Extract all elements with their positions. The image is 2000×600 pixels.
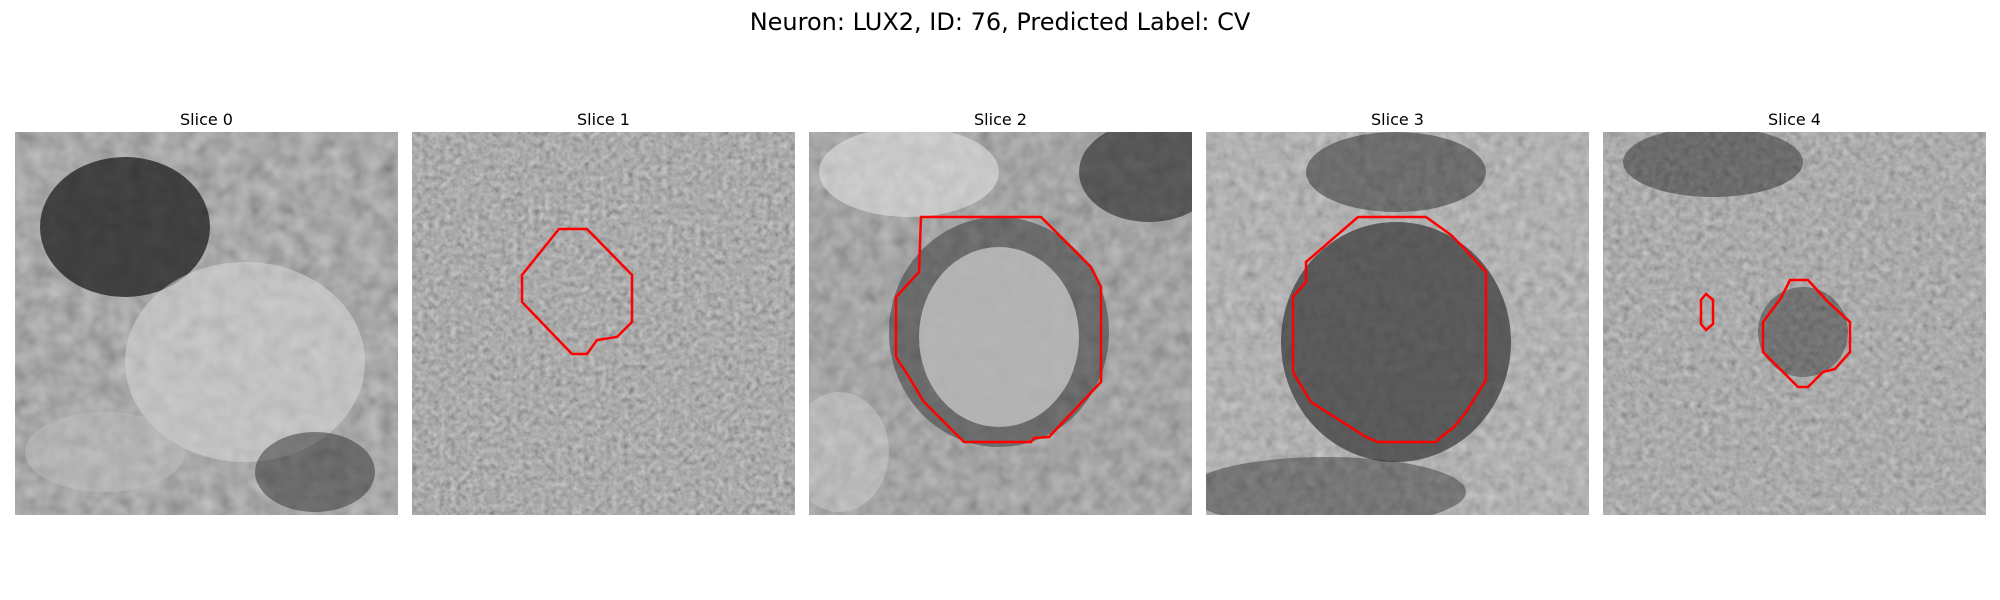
- slice-image-1: [412, 132, 795, 515]
- slice-title-0: Slice 0: [180, 110, 233, 129]
- contour-3: [1291, 215, 1488, 444]
- slice-panel-0: Slice 0: [15, 108, 398, 515]
- slice-panel-1: Slice 1: [412, 108, 795, 515]
- slice-image-4: [1603, 132, 1986, 515]
- contour-1: [520, 227, 634, 356]
- figure-title: Neuron: LUX2, ID: 76, Predicted Label: C…: [749, 8, 1251, 36]
- contour-4-large: [1761, 278, 1852, 389]
- slice-image-0: [15, 132, 398, 515]
- slice-image-3: [1206, 132, 1589, 515]
- slice-title-3: Slice 3: [1371, 110, 1424, 129]
- contour-4-small: [1699, 292, 1715, 332]
- slice-panel-3: Slice 3: [1206, 108, 1589, 515]
- slice-panel-2: Slice 2: [809, 108, 1192, 515]
- slice-image-2: [809, 132, 1192, 515]
- slice-title-2: Slice 2: [974, 110, 1027, 129]
- slice-title-1: Slice 1: [577, 110, 630, 129]
- contour-2: [894, 215, 1103, 444]
- slice-title-4: Slice 4: [1768, 110, 1821, 129]
- slice-panel-4: Slice 4: [1603, 108, 1986, 515]
